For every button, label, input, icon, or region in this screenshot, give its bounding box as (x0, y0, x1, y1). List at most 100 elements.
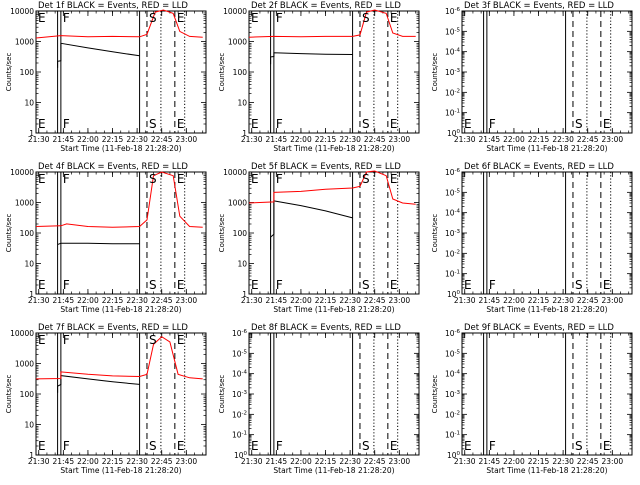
x-tick-label: 22:00 (77, 296, 99, 305)
x-tick-label: 21:45 (53, 296, 75, 305)
y-tick-label: 10-2 (445, 410, 460, 419)
x-tick-label: 22:00 (77, 135, 99, 144)
event-marker-label: S (362, 117, 370, 131)
y-axis-label: Counts/sec (431, 214, 439, 253)
events-series-line (57, 42, 140, 68)
plot-frame (248, 171, 420, 295)
x-tick-label: 21:30 (241, 296, 263, 305)
plot-frame (461, 332, 633, 456)
y-tick-label: 1000 (15, 360, 34, 369)
y-tick-label: 10-4 (445, 48, 461, 57)
panel-title: Det 5f BLACK = Events, RED = LLD (251, 162, 401, 172)
lld-series-line (248, 170, 416, 205)
y-axis-label: Counts/sec (218, 375, 226, 414)
x-tick-label: 21:45 (479, 135, 501, 144)
event-marker-label: E (177, 278, 185, 292)
x-tick-label: 22:00 (77, 457, 99, 466)
detector-panel-2: Det 2f BLACK = Events, RED = LLD 1 10 100 10… (218, 1, 420, 153)
y-tick-label: 100 (233, 68, 248, 77)
x-tick-label: 22:15 (102, 135, 124, 144)
event-marker-label-top: F (276, 11, 283, 25)
x-tick-label: 23:00 (389, 135, 411, 144)
panel-title: Det 2f BLACK = Events, RED = LLD (251, 1, 401, 11)
event-marker-label-top: E (251, 11, 259, 25)
x-axis-label: Start Time (11-Feb-18 21:28:20) (60, 305, 181, 314)
plot-frame (248, 10, 420, 134)
event-marker-label-top: E (38, 333, 46, 347)
x-tick-label: 23:00 (602, 296, 624, 305)
y-tick-label: 1000 (15, 199, 34, 208)
x-tick-label: 22:00 (290, 296, 312, 305)
event-marker-label: S (149, 278, 157, 292)
x-tick-label: 21:30 (454, 296, 476, 305)
x-tick-label: 22:45 (364, 457, 386, 466)
event-marker-label: S (575, 117, 583, 131)
y-tick-label: 10-3 (445, 229, 461, 238)
detector-panel-6: Det 6f BLACK = Events, RED = LLD 100 10-1 1… (431, 162, 633, 314)
event-marker-label: S (575, 278, 583, 292)
y-tick-label: 10-2 (445, 249, 460, 258)
y-tick-label: 10-4 (445, 370, 461, 379)
y-tick-label: 10-6 (445, 7, 461, 16)
x-tick-label: 21:30 (241, 457, 263, 466)
x-tick-label: 22:30 (552, 135, 574, 144)
x-tick-label: 22:15 (315, 135, 337, 144)
plot-frame (35, 171, 207, 295)
event-marker-label: S (575, 439, 583, 453)
x-tick-label: 22:00 (503, 296, 525, 305)
x-tick-label: 22:00 (290, 457, 312, 466)
event-marker-label-top: F (276, 172, 283, 186)
y-axis-label: Counts/sec (218, 214, 226, 253)
y-axis-label: Counts/sec (5, 214, 13, 253)
y-tick-label: 10-6 (445, 329, 461, 338)
x-tick-label: 22:00 (503, 457, 525, 466)
event-marker-label-top: E (177, 333, 185, 347)
y-tick-label: 10-2 (445, 88, 460, 97)
y-tick-label: 1000 (228, 199, 247, 208)
event-marker-label-top: E (177, 172, 185, 186)
event-marker-label: E (603, 117, 611, 131)
lld-series-line (248, 9, 416, 38)
x-axis-label: Start Time (11-Feb-18 21:28:20) (486, 466, 607, 475)
event-marker-label-top: E (177, 11, 185, 25)
x-tick-label: 21:45 (266, 296, 288, 305)
x-tick-label: 22:30 (339, 296, 361, 305)
event-marker-label: F (63, 117, 70, 131)
y-tick-label: 10-6 (232, 329, 248, 338)
y-tick-label: 1000 (15, 38, 34, 47)
y-tick-label: 100 (20, 68, 35, 77)
event-marker-label: E (603, 439, 611, 453)
x-tick-label: 22:45 (151, 135, 173, 144)
event-marker-label-top: F (63, 172, 70, 186)
y-tick-label: 10-5 (445, 188, 461, 197)
x-tick-label: 21:45 (266, 457, 288, 466)
event-marker-label-top: F (63, 11, 70, 25)
y-tick-label: 10 (237, 260, 247, 269)
plot-frame (248, 332, 420, 456)
event-marker-label: S (362, 278, 370, 292)
x-axis-label: Start Time (11-Feb-18 21:28:20) (273, 466, 394, 475)
y-tick-label: 100 (447, 290, 461, 299)
x-axis-label: Start Time (11-Feb-18 21:28:20) (486, 305, 607, 314)
y-tick-label: 10-1 (445, 270, 460, 279)
event-marker-label: E (390, 278, 398, 292)
x-tick-label: 23:00 (176, 457, 198, 466)
panel-title: Det 1f BLACK = Events, RED = LLD (38, 1, 188, 11)
detector-panel-1: Det 1f BLACK = Events, RED = LLD 1 10 100 10… (5, 1, 207, 153)
x-tick-label: 22:15 (102, 296, 124, 305)
y-axis-label: Counts/sec (5, 53, 13, 92)
x-tick-label: 22:30 (339, 135, 361, 144)
x-axis-label: Start Time (11-Feb-18 21:28:20) (60, 466, 181, 475)
event-marker-label-top: S (149, 172, 157, 186)
event-marker-label-top: E (38, 11, 46, 25)
x-tick-label: 22:15 (315, 457, 337, 466)
y-tick-label: 10 (24, 260, 34, 269)
x-tick-label: 22:30 (126, 296, 148, 305)
y-axis-label: Counts/sec (5, 375, 13, 414)
x-tick-label: 22:15 (102, 457, 124, 466)
y-tick-label: 10-5 (445, 349, 461, 358)
y-tick-label: 10-1 (445, 431, 460, 440)
panel-title: Det 7f BLACK = Events, RED = LLD (38, 323, 188, 333)
